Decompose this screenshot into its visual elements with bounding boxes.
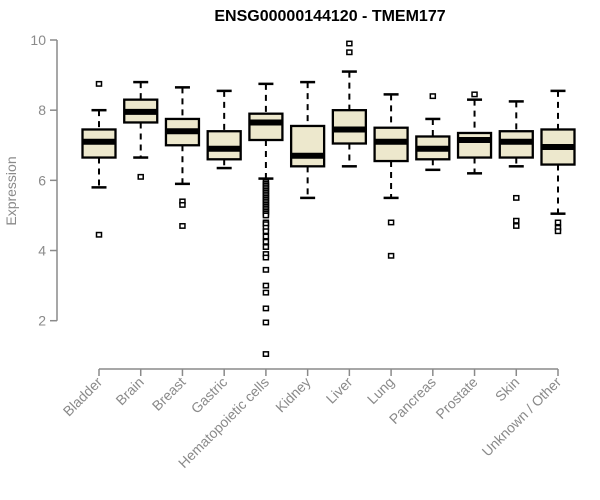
outlier-point: [262, 305, 270, 312]
box: [289, 124, 326, 168]
x-tick-label: Unknown / Other: [479, 374, 565, 460]
outlier-point: [471, 91, 478, 98]
outlier-point: [262, 266, 270, 273]
x-tick-label: Skin: [492, 374, 523, 405]
x-tick-label: Liver: [323, 374, 356, 407]
x-tick-label: Kidney: [272, 374, 314, 416]
box: [248, 112, 284, 142]
outlier-point: [137, 173, 144, 180]
outlier-point: [95, 80, 103, 87]
outlier-point: [429, 93, 437, 100]
box: [456, 131, 493, 159]
outlier-point: [262, 282, 270, 289]
outlier-point: [262, 319, 270, 326]
outlier-point: [262, 351, 270, 357]
x-tick-label: Lung: [364, 374, 397, 407]
y-tick-label: 10: [30, 32, 46, 48]
x-tick-label: Breast: [149, 374, 189, 414]
x-tick-label: Prostate: [432, 374, 480, 422]
outlier-point: [262, 254, 270, 261]
y-tick-label: 8: [38, 102, 46, 118]
outlier-point: [513, 217, 520, 224]
outlier-point: [387, 219, 395, 226]
y-tick-label: 4: [38, 243, 46, 259]
outlier-point: [513, 194, 520, 201]
x-tick-label: Bladder: [60, 374, 106, 420]
outlier-point: [262, 228, 270, 235]
y-tick-label: 2: [38, 313, 46, 329]
x-tick-label: Brain: [112, 374, 146, 408]
y-tick-label: 6: [38, 172, 46, 188]
outlier-point: [262, 244, 270, 250]
outlier-point: [513, 223, 520, 229]
outlier-point: [262, 233, 270, 240]
outlier-point: [554, 219, 562, 226]
outlier-point: [262, 289, 270, 296]
outlier-point: [262, 212, 270, 219]
chart-title: ENSG00000144120 - TMEM177: [214, 8, 446, 25]
outlier-point: [262, 238, 270, 245]
outlier-point: [346, 49, 353, 56]
outlier-point: [554, 228, 562, 235]
outlier-point: [387, 252, 395, 259]
box: [206, 130, 242, 161]
outlier-point: [346, 40, 353, 47]
outlier-point: [179, 201, 186, 208]
outlier-point: [95, 231, 103, 238]
outlier-point: [179, 223, 186, 229]
